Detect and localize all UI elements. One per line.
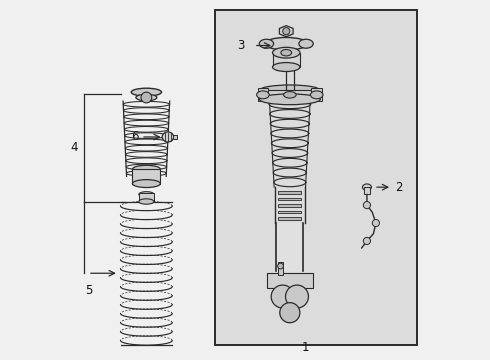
Bar <box>132 169 160 184</box>
Bar <box>278 204 300 207</box>
Ellipse shape <box>139 199 154 204</box>
Ellipse shape <box>311 91 323 99</box>
Text: 1: 1 <box>302 341 310 354</box>
Bar <box>215 10 417 345</box>
Polygon shape <box>279 26 293 37</box>
Circle shape <box>364 202 370 209</box>
Text: 3: 3 <box>238 39 245 52</box>
Ellipse shape <box>259 39 273 48</box>
Circle shape <box>364 237 370 244</box>
Bar <box>278 211 300 213</box>
Ellipse shape <box>257 91 269 99</box>
Circle shape <box>280 303 300 323</box>
Bar <box>278 192 300 194</box>
Bar <box>272 53 300 67</box>
Circle shape <box>372 220 379 226</box>
Bar <box>364 187 370 194</box>
Bar <box>259 90 320 99</box>
Bar <box>139 193 154 202</box>
Text: 2: 2 <box>395 181 403 194</box>
Text: 6: 6 <box>131 130 139 144</box>
Circle shape <box>286 285 309 308</box>
Ellipse shape <box>259 94 320 105</box>
Ellipse shape <box>299 39 313 48</box>
Ellipse shape <box>139 192 154 197</box>
Ellipse shape <box>259 85 320 96</box>
Circle shape <box>278 263 283 269</box>
Bar <box>278 262 283 275</box>
Ellipse shape <box>132 180 160 188</box>
Ellipse shape <box>162 132 173 142</box>
Bar <box>278 198 300 200</box>
Text: 5: 5 <box>85 284 93 297</box>
Bar <box>267 273 313 288</box>
Circle shape <box>271 285 294 308</box>
Ellipse shape <box>363 184 371 190</box>
Ellipse shape <box>272 47 300 58</box>
Bar <box>311 87 322 101</box>
Ellipse shape <box>131 88 162 96</box>
Ellipse shape <box>136 94 157 101</box>
Ellipse shape <box>281 49 292 56</box>
Ellipse shape <box>284 91 296 98</box>
Bar <box>278 217 300 220</box>
Ellipse shape <box>272 63 300 72</box>
Bar <box>276 223 303 271</box>
Ellipse shape <box>265 37 308 50</box>
Ellipse shape <box>132 165 160 173</box>
Circle shape <box>283 28 290 35</box>
Text: 4: 4 <box>71 141 78 154</box>
Bar <box>173 135 177 139</box>
Circle shape <box>141 92 152 103</box>
Bar <box>258 87 269 101</box>
